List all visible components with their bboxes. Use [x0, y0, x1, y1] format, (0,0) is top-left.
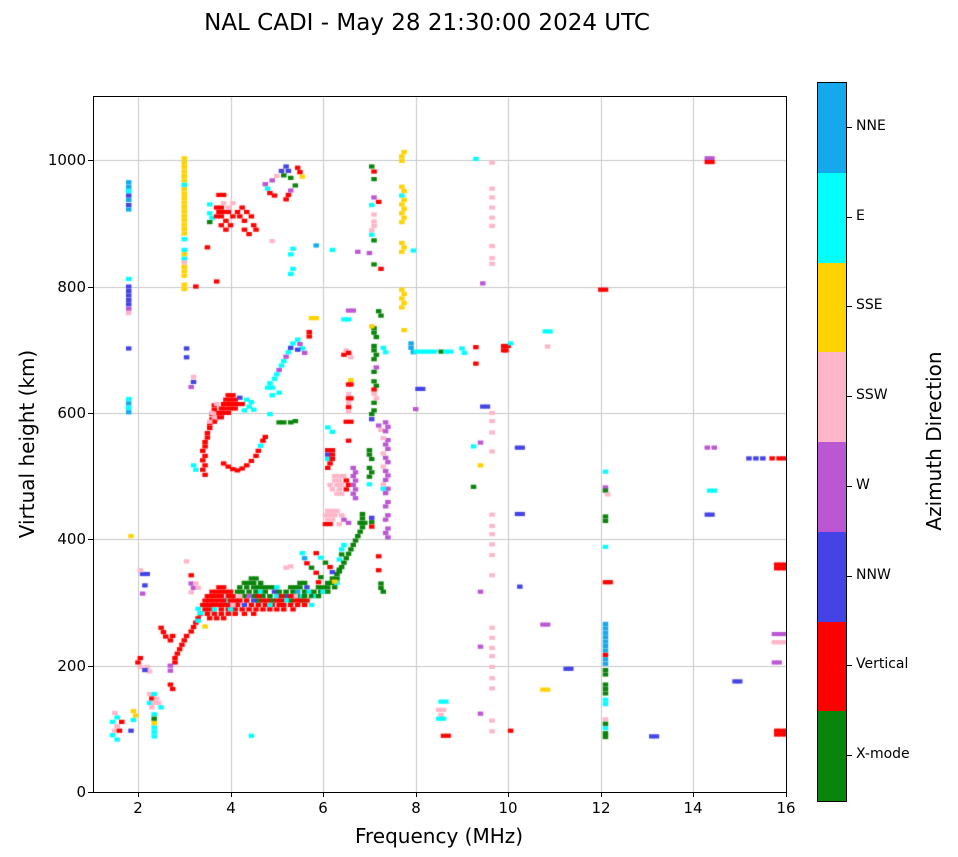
colorbar-segment-w [818, 442, 846, 532]
y-tick-mark [88, 413, 93, 414]
y-tick-label: 200 [57, 657, 86, 675]
y-tick-label: 800 [57, 278, 86, 296]
x-tick-mark [138, 792, 139, 797]
x-tick-mark [693, 792, 694, 797]
chart-title: NAL CADI - May 28 21:30:00 2024 UTC [204, 10, 650, 36]
colorbar-segment-nnw [818, 531, 846, 622]
colorbar-label-nne: NNE [856, 117, 886, 134]
x-tick-label: 12 [591, 799, 611, 817]
x-tick-label: 6 [318, 799, 328, 817]
y-tick-mark [88, 666, 93, 667]
colorbar-segment-e [818, 172, 846, 263]
x-axis-label: Frequency (MHz) [354, 824, 524, 848]
colorbar-axis-label: Azimuth Direction [922, 351, 946, 531]
colorbar-label-nnw: NNW [856, 566, 891, 583]
colorbar-tick-mark [847, 306, 852, 307]
colorbar-label-w: W [856, 476, 870, 493]
colorbar-tick-mark [847, 576, 852, 577]
colorbar-tick-mark [847, 217, 852, 218]
y-tick-mark [88, 287, 93, 288]
y-tick-label: 400 [57, 530, 86, 548]
y-tick-label: 0 [76, 783, 86, 801]
ionogram-plot-canvas [94, 97, 786, 792]
x-tick-label: 8 [411, 799, 421, 817]
colorbar-tick-mark [847, 486, 852, 487]
colorbar-segment-nne [818, 83, 846, 173]
x-tick-mark [416, 792, 417, 797]
colorbar-tick-mark [847, 396, 852, 397]
colorbar-label-e: E [856, 207, 865, 224]
x-tick-mark [786, 792, 787, 797]
colorbar [817, 82, 847, 802]
colorbar-label-vertical: Vertical [856, 656, 909, 673]
x-tick-mark [323, 792, 324, 797]
x-tick-label: 14 [683, 799, 703, 817]
colorbar-segment-sse [818, 262, 846, 353]
x-tick-label: 2 [133, 799, 143, 817]
colorbar-label-ssw: SSW [856, 387, 888, 404]
x-tick-mark [601, 792, 602, 797]
colorbar-label-sse: SSE [856, 297, 883, 314]
y-tick-mark [88, 539, 93, 540]
colorbar-tick-mark [847, 755, 852, 756]
colorbar-segment-ssw [818, 352, 846, 442]
colorbar-label-x-mode: X-mode [856, 746, 910, 763]
x-tick-label: 4 [226, 799, 236, 817]
x-tick-mark [508, 792, 509, 797]
y-tick-label: 1000 [47, 151, 86, 169]
y-tick-label: 600 [57, 404, 86, 422]
colorbar-tick-mark [847, 665, 852, 666]
y-axis-label: Virtual height (km) [15, 349, 39, 539]
y-tick-mark [88, 792, 93, 793]
y-tick-mark [88, 160, 93, 161]
x-tick-mark [231, 792, 232, 797]
x-tick-label: 16 [776, 799, 796, 817]
colorbar-tick-mark [847, 127, 852, 128]
colorbar-segment-x-mode [818, 711, 846, 801]
colorbar-segment-vertical [818, 621, 846, 712]
x-tick-label: 10 [498, 799, 518, 817]
